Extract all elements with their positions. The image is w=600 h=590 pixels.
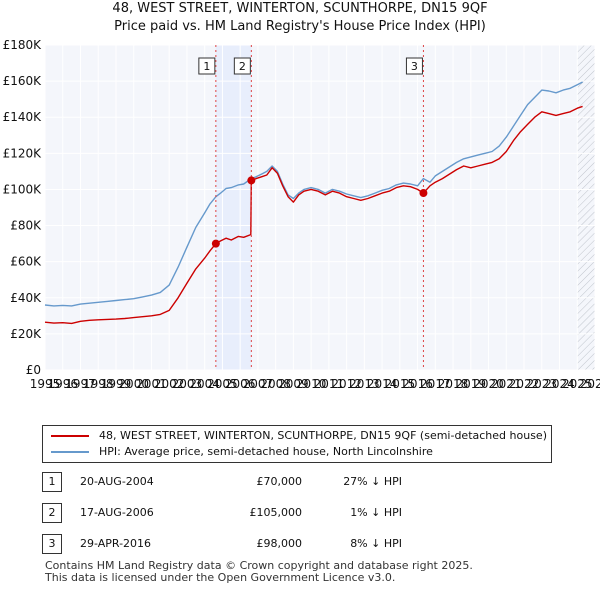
y-tick-label: £60K xyxy=(10,255,42,269)
legend-swatch-hpi xyxy=(51,451,89,453)
x-tick-label: 2013 xyxy=(349,377,380,391)
sale-row: 1 20-AUG-2004 £70,000 27% ↓ HPI xyxy=(42,472,562,492)
x-tick-label: 1995 xyxy=(30,377,61,391)
x-tick-label: 2009 xyxy=(278,377,309,391)
sale-marker-label: 1 xyxy=(203,60,210,73)
x-tick-label: 2026 xyxy=(580,377,600,391)
price-chart: 1 2 3 £0 £20K £40K £60K £80K £100K £120K £140K £16… xyxy=(3,38,600,391)
shaded-period xyxy=(215,45,252,370)
sale-date: 17-AUG-2006 xyxy=(80,506,154,519)
y-tick-label: £160K xyxy=(3,74,43,88)
legend-label-hpi: HPI: Average price, semi-detached house,… xyxy=(99,445,433,458)
y-tick-label: £40K xyxy=(10,291,42,305)
x-tick-label: 2025 xyxy=(562,377,593,391)
sale-number: 3 xyxy=(42,534,62,554)
y-tick-label: £140K xyxy=(3,110,43,124)
legend-label-property: 48, WEST STREET, WINTERTON, SCUNTHORPE, … xyxy=(99,429,547,442)
forecast-region xyxy=(577,45,595,370)
x-tick-label: 2001 xyxy=(136,377,167,391)
sale-date: 29-APR-2016 xyxy=(80,537,152,550)
title-line-1: 48, WEST STREET, WINTERTON, SCUNTHORPE, … xyxy=(112,1,488,16)
x-tick-label: 2003 xyxy=(172,377,203,391)
x-tick-label: 2007 xyxy=(243,377,274,391)
x-tick-label: 2004 xyxy=(189,377,220,391)
sale-marker-box xyxy=(405,57,423,75)
y-tick-label: £180K xyxy=(3,38,43,52)
y-tick-label: £20K xyxy=(10,327,42,341)
x-tick-label: 1996 xyxy=(47,377,78,391)
chart-title: 48, WEST STREET, WINTERTON, SCUNTHORPE, … xyxy=(0,0,600,36)
title-line-2: Price paid vs. HM Land Registry's House … xyxy=(114,19,486,34)
x-tick-label: 1998 xyxy=(83,377,114,391)
plot-background xyxy=(45,45,595,370)
sale-marker-label: 3 xyxy=(411,60,418,73)
legend-item-hpi: HPI: Average price, semi-detached house,… xyxy=(51,444,433,460)
sale-hpi-diff: 1% ↓ HPI xyxy=(350,506,402,519)
sale-marker-label: 2 xyxy=(239,60,246,73)
footer: Contains HM Land Registry data © Crown c… xyxy=(45,560,473,584)
legend: 48, WEST STREET, WINTERTON, SCUNTHORPE, … xyxy=(42,425,552,463)
sale-point xyxy=(211,239,220,248)
x-tick-label: 2018 xyxy=(438,377,469,391)
sale-marker-box xyxy=(233,57,251,75)
sale-price: £98,000 xyxy=(256,537,303,550)
legend-swatch-property xyxy=(51,435,89,437)
legend-item-property: 48, WEST STREET, WINTERTON, SCUNTHORPE, … xyxy=(51,428,547,444)
sale-price: £105,000 xyxy=(249,506,303,519)
x-tick-label: 2020 xyxy=(473,377,504,391)
x-tick-label: 2023 xyxy=(527,377,558,391)
x-tick-label: 2002 xyxy=(154,377,185,391)
x-tick-label: 2008 xyxy=(260,377,291,391)
x-tick-label: 2000 xyxy=(118,377,149,391)
sale-number: 1 xyxy=(42,472,62,492)
sale-point xyxy=(419,189,428,198)
x-tick-label: 2021 xyxy=(491,377,522,391)
sale-number: 2 xyxy=(42,503,62,523)
x-tick-label: 2010 xyxy=(296,377,327,391)
sale-hpi-diff: 27% ↓ HPI xyxy=(343,475,402,488)
sale-price: £70,000 xyxy=(256,475,303,488)
y-tick-label: £80K xyxy=(10,219,42,233)
x-tick-label: 2016 xyxy=(402,377,433,391)
series-layer xyxy=(44,81,583,325)
sale-date: 20-AUG-2004 xyxy=(80,475,154,488)
grid-layer xyxy=(44,44,596,371)
x-tick-label: 2005 xyxy=(207,377,238,391)
y-tick-label: £100K xyxy=(3,182,43,196)
sale-row: 3 29-APR-2016 £98,000 8% ↓ HPI xyxy=(42,534,562,554)
footer-line-1: Contains HM Land Registry data © Crown c… xyxy=(45,559,473,572)
x-tick-label: 1999 xyxy=(101,377,132,391)
x-tick-label: 1997 xyxy=(65,377,96,391)
footer-line-2: This data is licensed under the Open Gov… xyxy=(45,571,396,584)
sale-hpi-diff: 8% ↓ HPI xyxy=(350,537,402,550)
property-series-line xyxy=(44,105,583,325)
sale-row: 2 17-AUG-2006 £105,000 1% ↓ HPI xyxy=(42,503,562,523)
x-tick-label: 2011 xyxy=(314,377,345,391)
marker-layer: 1 2 3 xyxy=(198,45,428,370)
x-tick-label: 2014 xyxy=(367,377,398,391)
hpi-series-line xyxy=(44,81,583,307)
x-tick-label: 2024 xyxy=(544,377,575,391)
x-tick-label: 2022 xyxy=(509,377,540,391)
y-tick-label: £120K xyxy=(3,146,43,160)
y-tick-label: £0 xyxy=(26,363,41,377)
sale-marker-box xyxy=(198,57,216,75)
x-tick-label: 2015 xyxy=(385,377,416,391)
x-tick-label: 2006 xyxy=(225,377,256,391)
x-tick-label: 2019 xyxy=(456,377,487,391)
sale-point xyxy=(247,176,256,185)
x-tick-label: 2017 xyxy=(420,377,451,391)
axis-layer: £0 £20K £40K £60K £80K £100K £120K £140K £160K £1… xyxy=(3,38,600,391)
x-tick-label: 2012 xyxy=(331,377,362,391)
